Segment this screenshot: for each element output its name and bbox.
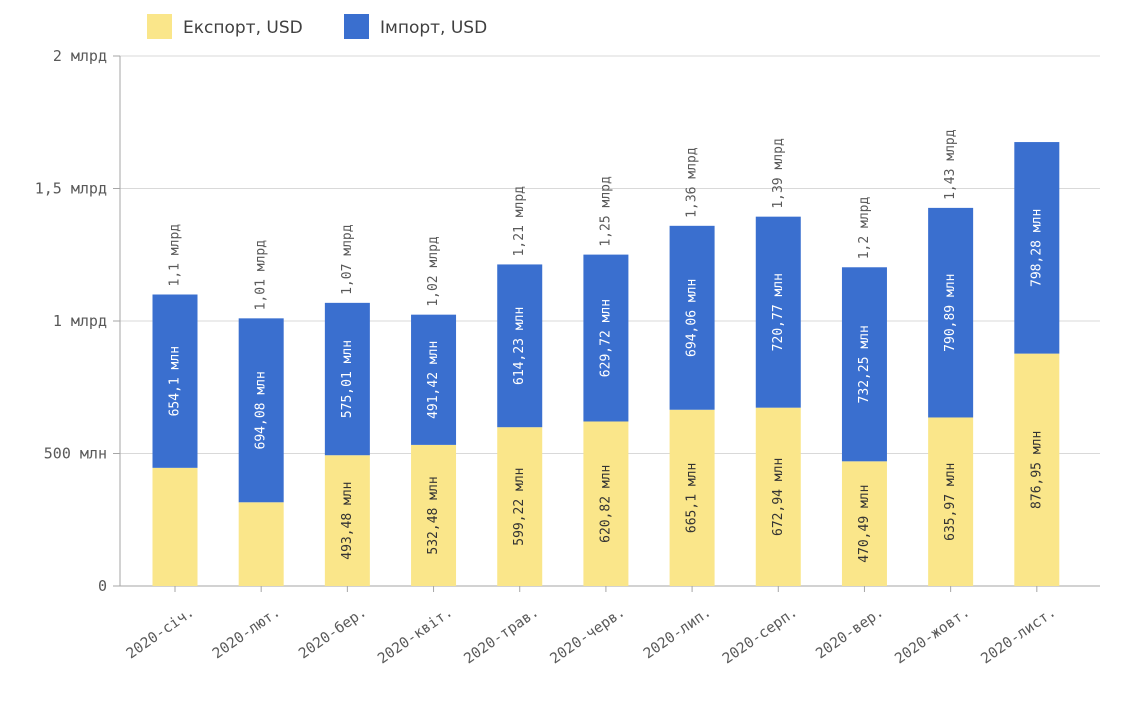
- x-tick-label: 2020-черв.: [548, 604, 629, 667]
- data-label-import: 720,77 млн: [771, 273, 786, 351]
- x-tick-label: 2020-вер.: [813, 604, 887, 662]
- x-tick-label: 2020-жовт.: [892, 604, 973, 667]
- data-label-export: 876,95 млн: [1029, 431, 1044, 509]
- x-tick-label: 2020-лист.: [978, 604, 1059, 667]
- data-label-import: 694,06 млн: [685, 279, 700, 357]
- legend-item-import: Імпорт, USD: [344, 14, 487, 39]
- data-label-export: 672,94 млн: [771, 458, 786, 536]
- bar-segment-import: [841, 267, 887, 462]
- bar-segment-export: [928, 417, 974, 586]
- total-label: 1,01 млрд: [254, 240, 269, 311]
- bar-segment-export: [238, 502, 284, 586]
- data-label-export: 532,48 млн: [426, 476, 441, 554]
- x-tick-label: 2020-квіт.: [375, 604, 456, 667]
- bar-segment-export: [324, 455, 370, 586]
- bar-segment-import: [411, 314, 457, 445]
- total-label: 1,39 млрд: [771, 138, 786, 209]
- y-tick-label: 1,5 млрд: [35, 180, 107, 198]
- legend-label: Імпорт, USD: [380, 18, 487, 38]
- data-label-export: 493,48 млн: [340, 481, 355, 559]
- data-label-import: 694,08 млн: [254, 371, 269, 449]
- y-tick-label: 500 млн: [44, 445, 107, 463]
- data-label-export: 470,49 млн: [857, 485, 872, 563]
- bar-segment-import: [928, 207, 974, 418]
- total-label: 1,2 млрд: [857, 196, 872, 259]
- total-label: 1,21 млрд: [512, 186, 527, 257]
- y-tick-label: 2 млрд: [53, 47, 107, 65]
- x-axis: 2020-січ. 2020-лют. 2020-бер. 2020-квіт. 202…: [124, 586, 1059, 667]
- legend-label: Експорт, USD: [183, 18, 303, 38]
- data-label-import: 614,23 млн: [512, 307, 527, 385]
- data-label-import: 798,28 млн: [1029, 209, 1044, 287]
- data-label-import: 491,42 млн: [426, 341, 441, 419]
- bar-segment-import: [324, 302, 370, 456]
- data-label-import: 629,72 млн: [598, 299, 613, 377]
- bar-segment-import: [152, 294, 198, 468]
- data-label-export: 665,1 млн: [685, 463, 700, 533]
- legend-item-export: Експорт, USD: [147, 14, 303, 39]
- bar-segment-import: [583, 254, 629, 422]
- legend: Експорт, USD Імпорт, USD: [147, 14, 487, 39]
- total-label: 1,36 млрд: [685, 147, 700, 218]
- data-label-import: 732,25 млн: [857, 325, 872, 403]
- total-label: 1,07 млрд: [340, 224, 355, 295]
- x-tick-label: 2020-січ.: [124, 604, 198, 662]
- bar-segment-export: [152, 467, 198, 586]
- x-tick-label: 2020-лют.: [210, 604, 284, 662]
- x-tick-label: 2020-бер.: [296, 604, 370, 662]
- y-tick-label: 0: [98, 577, 107, 595]
- y-tick-label: 1 млрд: [53, 312, 107, 330]
- bar-segment-export: [411, 444, 457, 586]
- x-tick-label: 2020-трав.: [461, 604, 542, 667]
- bar-segment-export: [497, 427, 543, 586]
- data-label-export: 635,97 млн: [943, 463, 958, 541]
- bar-segment-import: [497, 264, 543, 428]
- x-tick-label: 2020-серп.: [720, 604, 801, 667]
- bar-segment-export: [669, 409, 715, 586]
- y-axis: 0 500 млн 1 млрд 1,5 млрд 2 млрд: [35, 47, 121, 595]
- data-label-import: 654,1 млн: [168, 346, 183, 416]
- legend-swatch: [344, 14, 369, 39]
- x-tick-label: 2020-лип.: [641, 604, 715, 662]
- bar-segment-import: [238, 318, 284, 503]
- data-label-import: 790,89 млн: [943, 274, 958, 352]
- total-label: 1,25 млрд: [598, 176, 613, 247]
- total-label: 1,43 млрд: [943, 129, 958, 200]
- total-label: 1,02 млрд: [426, 236, 441, 307]
- bar-segment-export: [841, 461, 887, 586]
- total-label: 1,1 млрд: [168, 224, 183, 287]
- data-label-export: 620,82 млн: [598, 465, 613, 543]
- bar-segment-import: [755, 216, 801, 408]
- bar-segment-import: [1014, 142, 1060, 354]
- bar-segment-export: [1014, 353, 1060, 586]
- data-label-import: 575,01 млн: [340, 340, 355, 418]
- bars: 654,1 млн 1,1 млрд 694,08 млн 1,01 млрд 575,…: [152, 129, 1060, 586]
- data-label-export: 599,22 млн: [512, 467, 527, 545]
- bar-segment-export: [755, 407, 801, 586]
- bar-segment-export: [583, 421, 629, 586]
- bar-segment-import: [669, 225, 715, 410]
- legend-swatch: [147, 14, 172, 39]
